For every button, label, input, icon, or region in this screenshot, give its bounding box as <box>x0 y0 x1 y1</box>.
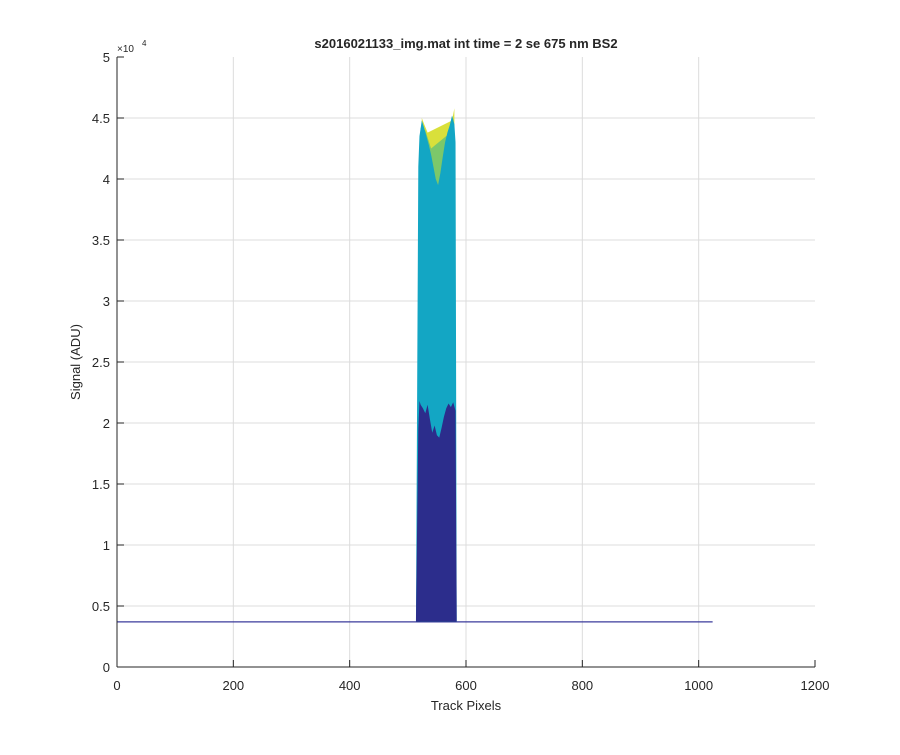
y-tick-label: 1.5 <box>92 477 110 492</box>
x-tick-label: 600 <box>455 678 477 693</box>
x-tick-label: 1200 <box>801 678 830 693</box>
x-tick-label: 800 <box>571 678 593 693</box>
y-tick-label: 3.5 <box>92 233 110 248</box>
x-tick-label: 400 <box>339 678 361 693</box>
y-axis-exponent-power: 4 <box>142 39 147 48</box>
y-axis-exponent-prefix: ×10 <box>117 44 134 55</box>
y-tick-label: 4.5 <box>92 111 110 126</box>
y-tick-label: 3 <box>103 294 110 309</box>
y-tick-label: 2 <box>103 416 110 431</box>
y-axis-label: Signal (ADU) <box>68 324 83 400</box>
plot-area <box>117 108 713 623</box>
y-tick-label: 0 <box>103 660 110 675</box>
y-tick-labels: 0 0.5 1 1.5 2 2.5 3 3.5 4 4.5 5 <box>92 50 110 675</box>
y-tick-label: 5 <box>103 50 110 65</box>
signal-area-layer <box>415 401 457 622</box>
x-tick-label: 0 <box>113 678 120 693</box>
grid-lines <box>117 57 815 667</box>
y-tick-label: 0.5 <box>92 599 110 614</box>
x-axis-label: Track Pixels <box>431 698 502 713</box>
y-tick-label: 1 <box>103 538 110 553</box>
chart-title: s2016021133_img.mat int time = 2 se 675 … <box>314 36 617 51</box>
x-tick-label: 200 <box>222 678 244 693</box>
x-tick-label: 1000 <box>684 678 713 693</box>
y-tick-label: 2.5 <box>92 355 110 370</box>
x-tick-labels: 0 200 400 600 800 1000 1200 <box>113 678 829 693</box>
y-tick-label: 4 <box>103 172 110 187</box>
axes <box>116 56 816 668</box>
